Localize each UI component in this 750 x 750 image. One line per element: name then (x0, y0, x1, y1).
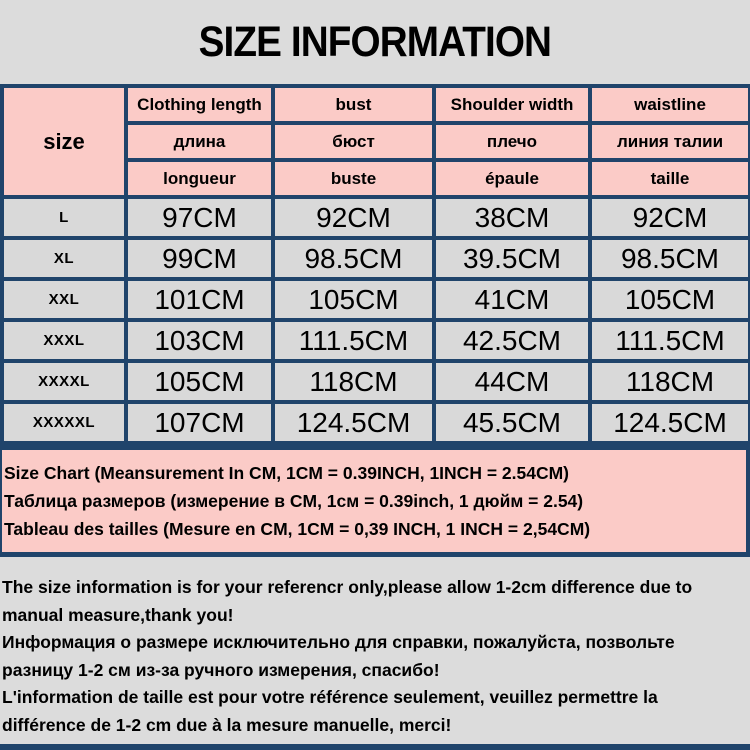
size-label: XL (0, 236, 128, 281)
table-row: XL 99CM 98.5CM 39.5CM 98.5CM (0, 236, 750, 281)
value-cell: 42.5CM (432, 318, 592, 363)
disclaimer-notes: The size information is for your referen… (0, 557, 750, 739)
column-header-shoulder-width: Shoulder width (432, 84, 592, 125)
value-cell: 99CM (124, 236, 275, 281)
bottom-border-bar (0, 744, 750, 750)
table-row: XXXXXL 107CM 124.5CM 45.5CM 124.5CM (0, 400, 750, 445)
column-header-clothing-length: Clothing length (124, 84, 275, 125)
header-row-english: size Clothing length bust Shoulder width… (0, 84, 750, 199)
value-cell: 105CM (124, 359, 275, 404)
conversion-note-russian: Таблица размеров (измерение в CM, 1см = … (4, 491, 584, 511)
conversion-note-french: Tableau des tailles (Mesure en CM, 1CM =… (4, 519, 591, 539)
disclaimer-english: The size information is for your referen… (2, 577, 693, 625)
column-header-waistline: waistline (588, 84, 750, 125)
value-cell: 45.5CM (432, 400, 592, 445)
column-header-shoulder-width-fr: épaule (432, 158, 592, 199)
page-title: SIZE INFORMATION (198, 17, 552, 66)
value-cell: 41CM (432, 277, 592, 322)
value-cell: 101CM (124, 277, 275, 322)
table-row: XXL 101CM 105CM 41CM 105CM (0, 277, 750, 322)
value-cell: 98.5CM (588, 236, 750, 281)
value-cell: 44CM (432, 359, 592, 404)
value-cell: 92CM (271, 195, 436, 240)
table-row: XXXL 103CM 111.5CM 42.5CM 111.5CM (0, 318, 750, 363)
disclaimer-french: L'information de taille est pour votre r… (2, 687, 658, 735)
size-label: XXXL (0, 318, 128, 363)
size-header-cell: size (0, 84, 128, 199)
header-row-french: longueur buste épaule taille (2, 158, 750, 199)
conversion-notes: Size Chart (Meansurement In CM, 1CM = 0.… (0, 445, 750, 557)
header-row-russian: длина бюст плечо линия талии (2, 121, 750, 162)
value-cell: 39.5CM (432, 236, 592, 281)
column-header-bust-ru: бюст (271, 121, 436, 162)
value-cell: 92CM (588, 195, 750, 240)
value-cell: 98.5CM (271, 236, 436, 281)
value-cell: 118CM (271, 359, 436, 404)
table-row: XXXXL 105CM 118CM 44CM 118CM (0, 359, 750, 404)
column-header-waistline-ru: линия талии (588, 121, 750, 162)
table-row: L 97CM 92CM 38CM 92CM (0, 195, 750, 240)
size-table: size Clothing length bust Shoulder width… (0, 84, 750, 445)
value-cell: 124.5CM (588, 400, 750, 445)
value-cell: 107CM (124, 400, 275, 445)
value-cell: 38CM (432, 195, 592, 240)
value-cell: 103CM (124, 318, 275, 363)
disclaimer-russian: Информация о размере исключительно для с… (2, 632, 675, 680)
size-label: L (0, 195, 128, 240)
column-header-clothing-length-ru: длина (124, 121, 275, 162)
title-band: SIZE INFORMATION (0, 0, 750, 84)
size-label: XXXXL (0, 359, 128, 404)
column-header-bust-fr: buste (271, 158, 436, 199)
value-cell: 111.5CM (588, 318, 750, 363)
column-header-waistline-fr: taille (588, 158, 750, 199)
value-cell: 111.5CM (271, 318, 436, 363)
size-label: XXL (0, 277, 128, 322)
value-cell: 105CM (588, 277, 750, 322)
value-cell: 105CM (271, 277, 436, 322)
column-header-shoulder-width-ru: плечо (432, 121, 592, 162)
conversion-note-english: Size Chart (Meansurement In CM, 1CM = 0.… (4, 463, 569, 483)
column-header-bust: bust (271, 84, 436, 125)
value-cell: 124.5CM (271, 400, 436, 445)
value-cell: 97CM (124, 195, 275, 240)
column-header-clothing-length-fr: longueur (124, 158, 275, 199)
value-cell: 118CM (588, 359, 750, 404)
size-label: XXXXXL (0, 400, 128, 445)
